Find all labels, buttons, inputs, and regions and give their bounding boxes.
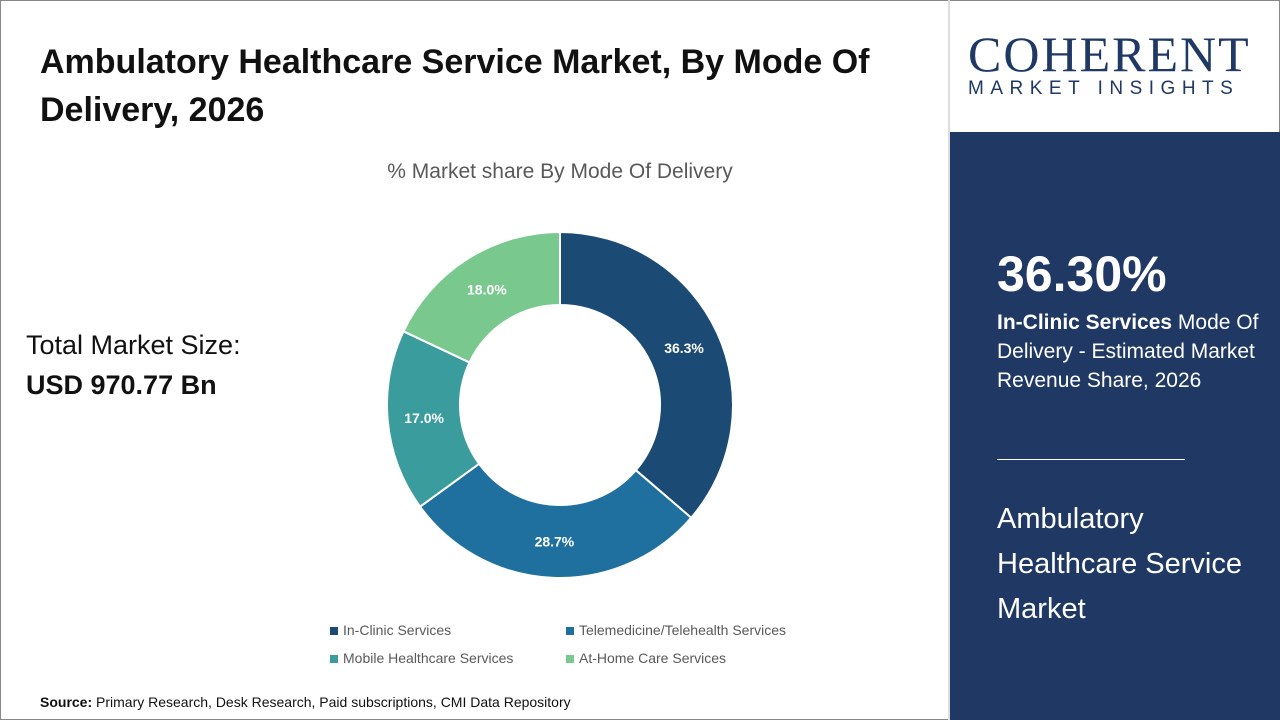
legend-item: Telemedicine/Telehealth Services: [566, 622, 786, 638]
market-name: Ambulatory Healthcare Service Market: [997, 503, 1242, 625]
donut-slice: [559, 230, 734, 520]
data-label: 36.3%: [664, 340, 704, 356]
separator: [997, 459, 1185, 460]
total-market-size: Total Market Size: USD 970.77 Bn: [26, 325, 241, 405]
legend-swatch: [566, 627, 574, 635]
legend-item: Mobile Healthcare Services: [330, 650, 513, 666]
page-title: Ambulatory Healthcare Service Market, By…: [40, 43, 870, 129]
source-text: Primary Research, Desk Research, Paid su…: [92, 694, 571, 710]
source-label: Source:: [40, 694, 93, 710]
data-label: 17.0%: [404, 410, 444, 426]
legend-label: Mobile Healthcare Services: [343, 650, 514, 666]
logo: COHERENT MARKET INSIGHTS: [968, 28, 1268, 100]
chart-title: % Market share By Mode Of Delivery: [387, 160, 733, 183]
data-label: 18.0%: [467, 282, 507, 298]
total-value: USD 970.77 Bn: [26, 370, 217, 400]
legend-label: Telemedicine/Telehealth Services: [579, 622, 786, 638]
source: Source: Primary Research, Desk Research,…: [40, 694, 571, 710]
total-label: Total Market Size:: [26, 330, 241, 360]
highlight-description: In-Clinic Services Mode Of Delivery - Es…: [997, 308, 1267, 395]
legend-item: At-Home Care Services: [566, 650, 726, 666]
highlight-percent: 36.30%: [997, 246, 1167, 302]
legend-label: At-Home Care Services: [579, 650, 727, 666]
highlight-segment: In-Clinic Services: [997, 311, 1173, 334]
donut-slice: [418, 462, 693, 579]
side-panel: [950, 132, 1280, 720]
legend-swatch: [566, 655, 574, 663]
data-label: 28.7%: [535, 533, 575, 549]
legend-swatch: [330, 627, 338, 635]
highlight-text: Mode Of Delivery - Estimated Market Reve…: [997, 311, 1259, 392]
logo-tagline: MARKET INSIGHTS: [968, 78, 1240, 99]
legend-label: In-Clinic Services: [343, 622, 452, 638]
donut-slice: [402, 230, 561, 364]
legend-swatch: [330, 655, 338, 663]
legend-item: In-Clinic Services: [330, 622, 451, 638]
donut-chart: 36.3% 28.7% 17.0% 18.0%: [386, 230, 734, 579]
logo-name: COHERENT: [968, 26, 1251, 82]
divider: [948, 0, 950, 720]
